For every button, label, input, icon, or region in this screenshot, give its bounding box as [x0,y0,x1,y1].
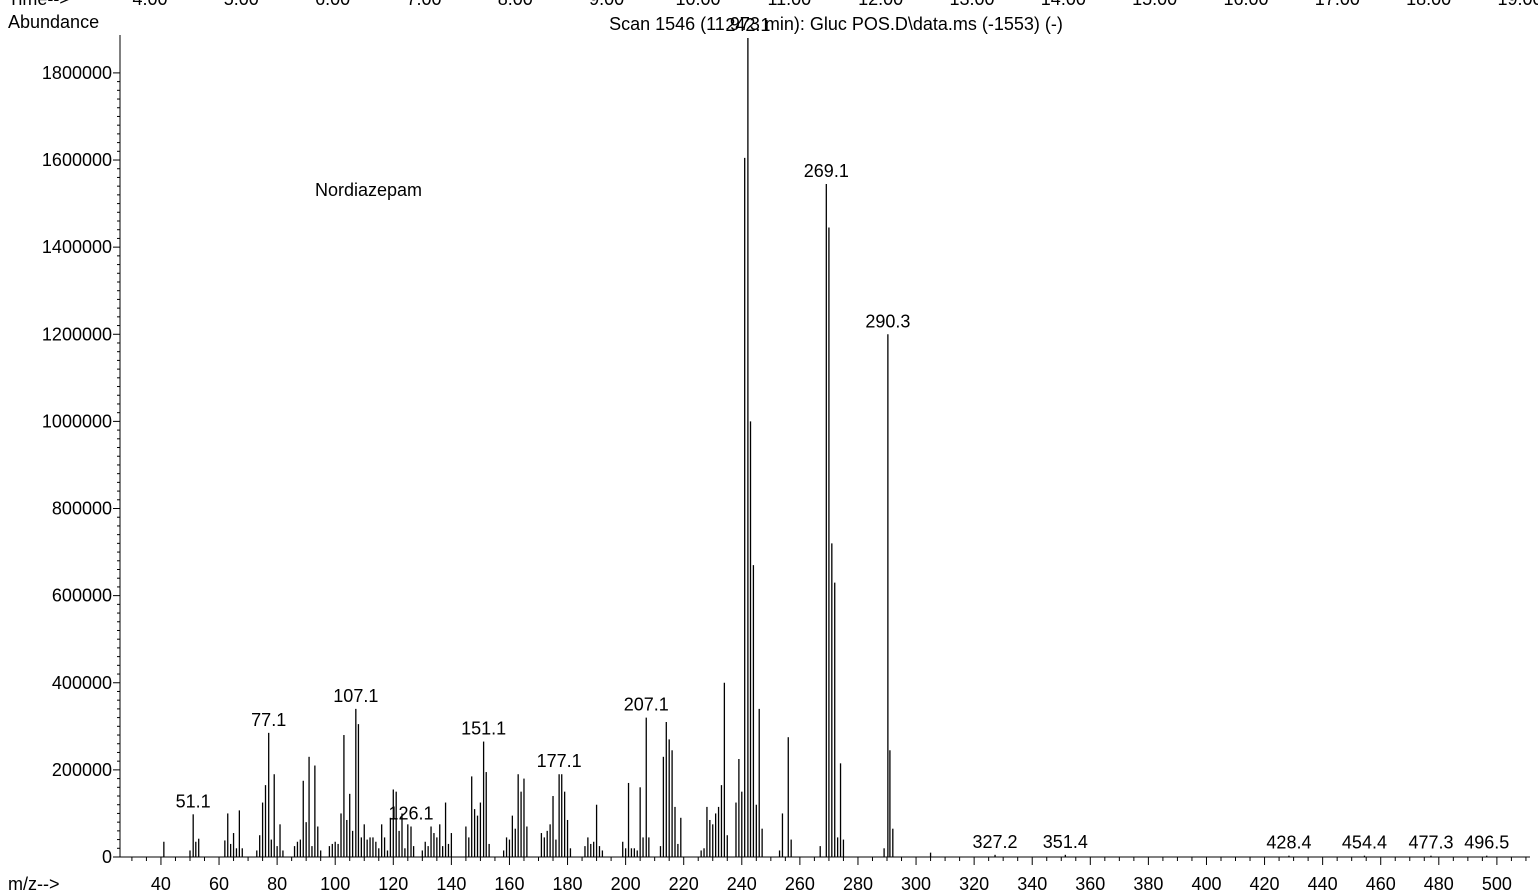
y-tick-label: 1600000 [42,150,112,170]
time-tick-label: 8.00 [498,0,533,9]
time-tick-label: 14.00 [1041,0,1086,9]
peak-label: 77.1 [251,710,286,730]
peak-label: 351.4 [1043,832,1088,852]
x-tick-label: 440 [1308,874,1338,894]
time-tick-label: 5.00 [224,0,259,9]
y-tick-label: 1800000 [42,63,112,83]
peak-label: 51.1 [176,791,211,811]
peak-label: 428.4 [1266,833,1311,853]
peak-label: 207.1 [624,695,669,715]
peak-label: 327.2 [973,832,1018,852]
y-tick-label: 1400000 [42,237,112,257]
time-tick-label: 7.00 [406,0,441,9]
time-tick-label: 4.00 [132,0,167,9]
x-tick-label: 360 [1075,874,1105,894]
x-tick-label: 160 [494,874,524,894]
time-tick-label: 17.00 [1315,0,1360,9]
y-tick-label: 400000 [52,673,112,693]
x-tick-label: 420 [1250,874,1280,894]
x-tick-label: 80 [267,874,287,894]
peak-label: 126.1 [388,804,433,824]
peak-label: 242.1 [725,15,770,35]
time-tick-label: 12.00 [858,0,903,9]
peak-label: 269.1 [804,161,849,181]
y-tick-label: 200000 [52,760,112,780]
x-tick-label: 180 [553,874,583,894]
time-tick-label: 18.00 [1406,0,1451,9]
time-tick-label: 15.00 [1132,0,1177,9]
chart-title: Scan 1546 (11.973 min): Gluc POS.D\data.… [609,14,1063,34]
time-tick-label: 13.00 [949,0,994,9]
peak-label: 107.1 [333,686,378,706]
x-tick-label: 200 [611,874,641,894]
x-tick-label: 220 [669,874,699,894]
x-tick-label: 300 [901,874,931,894]
peak-label: 177.1 [537,751,582,771]
y-axis-label: Abundance [8,12,99,32]
x-tick-label: 340 [1017,874,1047,894]
time-tick-label: 16.00 [1223,0,1268,9]
x-tick-label: 100 [320,874,350,894]
x-tick-label: 280 [843,874,873,894]
time-tick-label: 9.00 [589,0,624,9]
time-tick-label: 19.00 [1497,0,1538,9]
x-tick-label: 460 [1366,874,1396,894]
x-tick-label: 60 [209,874,229,894]
y-tick-label: 600000 [52,586,112,606]
y-tick-label: 0 [102,847,112,867]
peak-label: 477.3 [1408,833,1453,853]
peak-label: 496.5 [1464,833,1509,853]
x-axis-label: m/z--> [8,874,60,894]
x-tick-label: 400 [1191,874,1221,894]
time-tick-label: 11.00 [767,0,811,9]
peak-label: 151.1 [461,719,506,739]
x-tick-label: 320 [959,874,989,894]
time-tick-label: 6.00 [315,0,350,9]
time-axis-label: Time--> [8,0,70,9]
x-tick-label: 40 [151,874,171,894]
peak-label: 290.3 [865,311,910,331]
x-tick-label: 120 [378,874,408,894]
x-tick-label: 260 [785,874,815,894]
x-tick-label: 480 [1424,874,1454,894]
x-tick-label: 500 [1482,874,1512,894]
y-tick-label: 1200000 [42,324,112,344]
peak-label: 454.4 [1342,833,1387,853]
annotation: Nordiazepam [315,180,422,200]
y-tick-label: 800000 [52,499,112,519]
x-tick-label: 240 [727,874,757,894]
time-tick-label: 10.00 [675,0,720,9]
y-tick-label: 1000000 [42,411,112,431]
x-tick-label: 140 [436,874,466,894]
x-tick-label: 380 [1133,874,1163,894]
